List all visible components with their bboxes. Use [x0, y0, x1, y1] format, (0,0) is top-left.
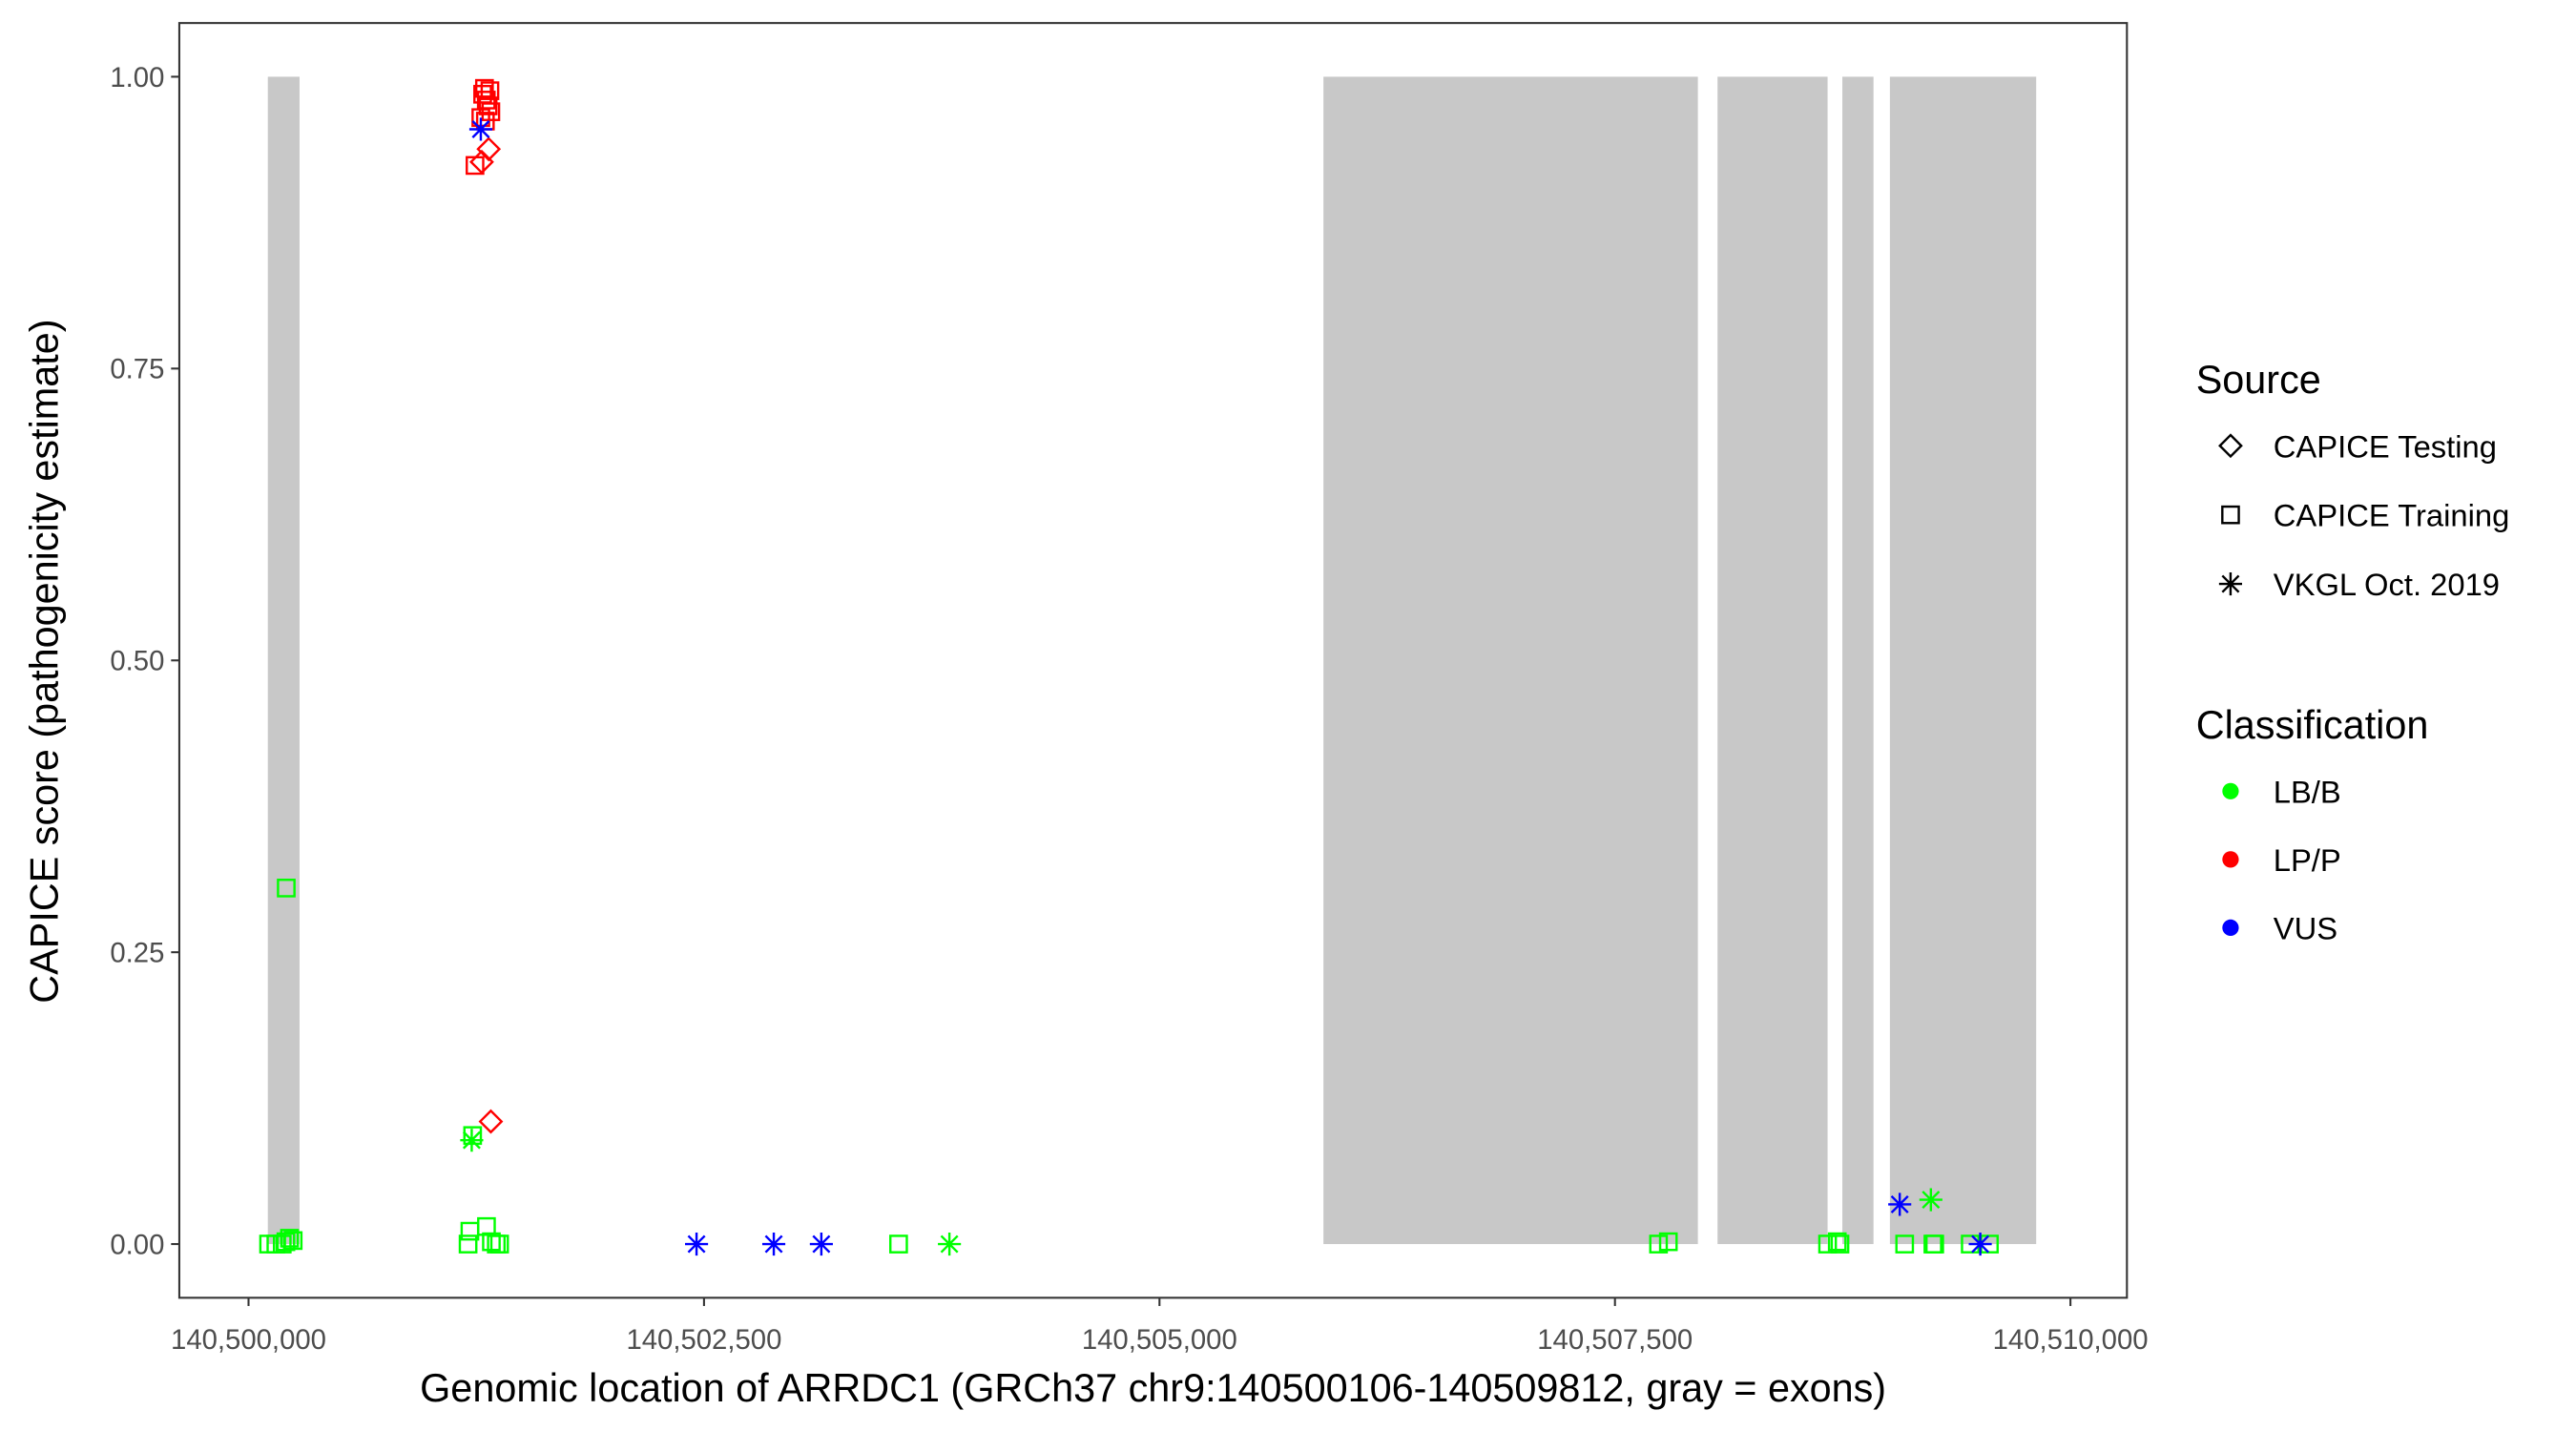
data-point	[938, 1232, 962, 1256]
data-point	[458, 1234, 478, 1254]
square-marker	[277, 879, 296, 898]
x-tick-label: 140,500,000	[171, 1324, 326, 1356]
legend-class-label: LP/P	[2274, 842, 2341, 878]
data-point	[1888, 1192, 1912, 1216]
data-point	[1658, 1232, 1678, 1252]
y-tick-label: 0.25	[110, 937, 164, 968]
square-marker	[480, 81, 500, 100]
exon-band	[1889, 76, 2037, 1245]
y-tick-label: 0.00	[110, 1229, 164, 1260]
square-marker	[477, 1216, 496, 1236]
square-marker	[280, 1229, 300, 1248]
square-marker	[1658, 1232, 1678, 1252]
asterisk-marker	[809, 1232, 833, 1256]
asterisk-marker	[1919, 1188, 1942, 1212]
y-tick-label: 0.50	[110, 646, 164, 677]
legend-source-label: CAPICE Training	[2274, 498, 2510, 533]
asterisk-marker	[1968, 1232, 1992, 1256]
diamond-marker	[2218, 433, 2243, 459]
exon-bands	[267, 76, 2037, 1245]
asterisk-marker	[685, 1232, 709, 1256]
data-point	[685, 1232, 709, 1256]
asterisk-marker	[460, 1129, 484, 1152]
y-tick-label: 0.75	[110, 354, 164, 385]
y-axis: 0.00 0.25 0.50 0.75 1.00	[110, 62, 179, 1260]
data-points	[259, 78, 1999, 1256]
data-point	[478, 96, 498, 115]
legend-key-asterisk-icon	[2218, 572, 2242, 596]
legend-source-label: VKGL Oct. 2019	[2274, 567, 2500, 602]
asterisk-marker	[2218, 572, 2242, 596]
y-axis-title: CAPICE score (pathogenicity estimate)	[22, 320, 66, 1004]
x-tick-label: 140,510,000	[1993, 1324, 2149, 1356]
legend-key-square-icon	[2221, 505, 2240, 525]
legend-key-dot-icon	[2222, 851, 2239, 868]
data-point	[1925, 1234, 1944, 1254]
square-marker	[1895, 1234, 1915, 1254]
data-point	[809, 1232, 833, 1256]
square-marker	[283, 1231, 303, 1251]
square-marker	[478, 96, 498, 115]
data-point	[1818, 1234, 1838, 1254]
data-point	[468, 117, 493, 141]
exon-band	[1323, 76, 1698, 1245]
data-point	[460, 1129, 484, 1152]
data-point	[480, 81, 500, 100]
legend-source-label: CAPICE Testing	[2274, 428, 2497, 464]
data-point	[476, 136, 502, 162]
legend-source-title: Source	[2196, 358, 2321, 402]
data-point	[1895, 1234, 1915, 1254]
legend-key-dot-icon	[2222, 919, 2239, 937]
legend-key-dot-icon	[2222, 782, 2239, 799]
square-marker	[1827, 1232, 1847, 1252]
legend-key-diamond-icon	[2218, 433, 2243, 459]
x-tick-label: 140,505,000	[1082, 1324, 1237, 1356]
asterisk-marker	[468, 117, 493, 141]
asterisk-marker	[1888, 1192, 1912, 1216]
x-axis: 140,500,000 140,502,500 140,505,000 140,507…	[171, 1297, 2149, 1356]
data-point	[1968, 1232, 1992, 1256]
square-marker	[1818, 1234, 1838, 1254]
data-point	[1649, 1234, 1669, 1254]
x-axis-title: Genomic location of ARRDC1 (GRCh37 chr9:…	[420, 1366, 1886, 1410]
legend-class-label: LB/B	[2274, 774, 2341, 809]
x-tick-label: 140,502,500	[626, 1324, 781, 1356]
legend: Source Classification CAPICE Testing CAPI…	[2196, 358, 2510, 945]
data-point	[478, 1109, 504, 1134]
data-point	[277, 879, 296, 898]
square-marker	[1649, 1234, 1669, 1254]
y-tick-label: 1.00	[110, 62, 164, 93]
legend-classification-title: Classification	[2196, 703, 2429, 747]
data-point	[283, 1231, 303, 1251]
data-point	[761, 1232, 786, 1256]
data-point	[1919, 1188, 1942, 1212]
diamond-marker	[476, 136, 502, 162]
square-marker	[1925, 1234, 1944, 1254]
data-point	[889, 1234, 908, 1254]
data-point	[489, 1234, 509, 1254]
square-marker	[489, 1234, 509, 1254]
asterisk-marker	[938, 1232, 962, 1256]
square-marker	[2221, 505, 2240, 525]
data-point	[477, 1216, 496, 1236]
exon-band	[267, 76, 300, 1245]
data-point	[280, 1229, 300, 1248]
diamond-marker	[478, 1109, 504, 1134]
panel-border	[177, 22, 2129, 1299]
exon-band	[1842, 76, 1874, 1245]
asterisk-marker	[761, 1232, 786, 1256]
square-marker	[889, 1234, 908, 1254]
square-marker	[458, 1234, 478, 1254]
data-point	[1830, 1234, 1850, 1254]
square-marker	[1830, 1234, 1850, 1254]
legend-class-label: VUS	[2274, 910, 2337, 945]
x-tick-label: 140,507,500	[1537, 1324, 1693, 1356]
exon-band	[1717, 76, 1828, 1245]
data-point	[1827, 1232, 1847, 1252]
